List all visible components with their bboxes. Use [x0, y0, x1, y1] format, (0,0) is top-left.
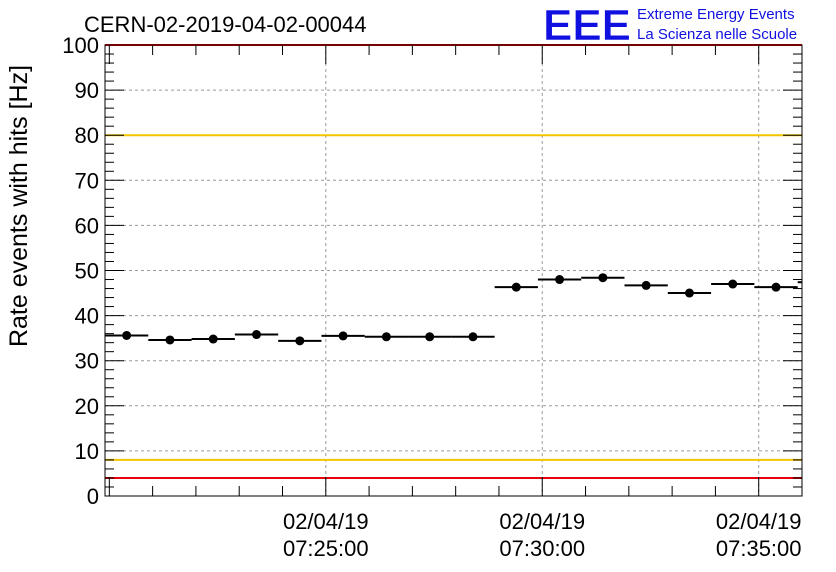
- data-point: [555, 275, 565, 285]
- x-tick-date: 02/04/19: [499, 509, 585, 534]
- axis-ticks: [105, 44, 803, 497]
- y-tick-label: 60: [75, 213, 99, 238]
- data-point: [641, 280, 651, 290]
- eee-logo-line2: La Scienza nelle Scuole: [637, 26, 797, 43]
- y-tick-label: 0: [87, 484, 99, 509]
- y-tick-label: 20: [75, 394, 99, 419]
- y-tick-label: 100: [62, 33, 99, 58]
- data-point: [468, 332, 478, 342]
- y-tick-label: 70: [75, 168, 99, 193]
- data-point: [771, 282, 781, 292]
- data-point: [425, 332, 435, 342]
- data-point: [122, 330, 132, 340]
- data-point: [598, 273, 608, 283]
- data-point: [728, 279, 738, 289]
- y-tick-label: 30: [75, 349, 99, 374]
- data-point: [381, 332, 391, 342]
- eee-logo-line1: Extreme Energy Events: [637, 6, 795, 23]
- x-tick-date: 02/04/19: [283, 509, 369, 534]
- data-point: [252, 330, 262, 340]
- data-points: [105, 273, 802, 346]
- y-tick-label: 50: [75, 259, 99, 284]
- data-point: [295, 336, 305, 346]
- reference-lines: [105, 44, 802, 479]
- data-point: [684, 288, 694, 298]
- y-tick-label: 40: [75, 304, 99, 329]
- x-tick-labels: 02/04/1907:25:0002/04/1907:30:0002/04/19…: [283, 509, 802, 561]
- grid: [105, 45, 802, 496]
- y-tick-label: 90: [75, 78, 99, 103]
- x-tick-time: 07:30:00: [499, 536, 585, 561]
- eee-logo: EEE Extreme Energy Events La Scienza nel…: [543, 1, 797, 51]
- x-tick-date: 02/04/19: [716, 509, 802, 534]
- data-point: [511, 282, 521, 292]
- data-point: [338, 331, 348, 341]
- y-tick-label: 80: [75, 123, 99, 148]
- y-tick-labels: 0 10 20 30 40 50 60 70 80 90 100: [62, 33, 99, 509]
- data-point: [165, 335, 175, 345]
- x-tick-time: 07:35:00: [716, 536, 802, 561]
- x-tick-time: 07:25:00: [283, 536, 369, 561]
- eee-logo-mark: EEE: [543, 1, 631, 50]
- y-tick-label: 10: [75, 439, 99, 464]
- data-point: [208, 334, 218, 344]
- y-axis-label: Rate events with hits [Hz]: [5, 65, 33, 347]
- chart-title: CERN-02-2019-04-02-00044: [84, 12, 367, 37]
